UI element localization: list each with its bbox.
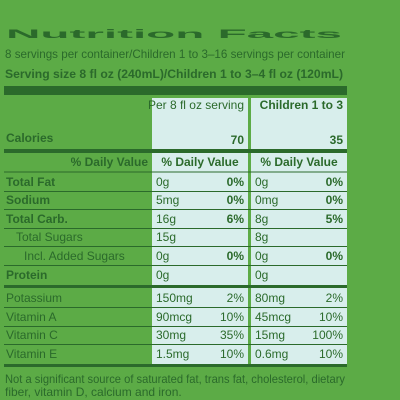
column-header: Children 1 to 3: [260, 98, 344, 112]
amount: 0g: [255, 175, 268, 189]
nutrient-label: Sodium: [6, 193, 50, 207]
amount: 0g: [156, 268, 169, 282]
amount: 8g: [255, 230, 268, 244]
dv-header: % Daily Value: [71, 155, 149, 169]
servings: 8 servings per container/Children 1 to 3…: [5, 47, 345, 61]
calories-label: Calories: [6, 131, 54, 145]
daily-value: 10%: [220, 310, 244, 324]
footnote: Not a significant source of saturated fa…: [5, 372, 345, 386]
daily-value: 10%: [220, 347, 244, 361]
thick-rule: [4, 149, 347, 153]
amount: 0g: [255, 268, 268, 282]
amount: 150mg: [156, 291, 193, 305]
daily-value: 10%: [319, 347, 343, 361]
amount: 16g: [156, 212, 176, 226]
daily-value: 10%: [319, 310, 343, 324]
daily-value: 0%: [227, 249, 245, 263]
amount: 30mg: [156, 328, 186, 342]
daily-value: 2%: [326, 291, 344, 305]
nutrient-label: Incl. Added Sugars: [24, 249, 125, 263]
daily-value: 0%: [227, 193, 245, 207]
nutrient-label: Total Carb.: [6, 212, 68, 226]
amount: 90mcg: [156, 310, 192, 324]
daily-value: 0%: [227, 175, 245, 189]
dv-header: % Daily Value: [260, 155, 338, 169]
child-panel: [251, 98, 347, 365]
daily-value: 0%: [326, 193, 344, 207]
amount: 15g: [156, 230, 176, 244]
thick-rule: [4, 364, 347, 367]
amount: 0g: [156, 175, 169, 189]
amount: 8g: [255, 212, 268, 226]
nutrient-label: Total Sugars: [16, 230, 83, 244]
amount: 0mg: [255, 193, 278, 207]
column-header: Per 8 fl oz serving: [148, 98, 244, 112]
nutrient-label: Vitamin C: [6, 328, 58, 342]
nutrient-label: Vitamin E: [6, 347, 57, 361]
calories-value: 35: [330, 133, 344, 147]
nutrient-label: Vitamin A: [6, 310, 56, 324]
calories-value: 70: [231, 133, 245, 147]
adult-panel: [152, 98, 248, 365]
amount: 0g: [255, 249, 268, 263]
serving-size: Serving size 8 fl oz (240mL)/Children 1 …: [5, 67, 343, 81]
daily-value: 5%: [326, 212, 344, 226]
daily-value: 2%: [227, 291, 245, 305]
thick-rule: [4, 285, 347, 288]
nutrient-label: Protein: [6, 268, 47, 282]
amount: 0.6mg: [255, 347, 288, 361]
daily-value: 6%: [227, 212, 245, 226]
amount: 15mg: [255, 328, 285, 342]
title: Nutrition Facts: [6, 27, 343, 41]
nutrient-label: Potassium: [6, 291, 62, 305]
footnote: fiber, vitamin D, calcium and iron.: [5, 385, 182, 399]
daily-value: 0%: [326, 175, 344, 189]
amount: 0g: [156, 249, 169, 263]
daily-value: 35%: [220, 328, 244, 342]
amount: 80mg: [255, 291, 285, 305]
nutrient-label: Total Fat: [6, 175, 55, 189]
daily-value: 0%: [326, 249, 344, 263]
amount: 5mg: [156, 193, 179, 207]
thick-rule: [4, 86, 347, 95]
dv-header: % Daily Value: [161, 155, 239, 169]
amount: 45mcg: [255, 310, 291, 324]
daily-value: 100%: [312, 328, 343, 342]
amount: 1.5mg: [156, 347, 189, 361]
